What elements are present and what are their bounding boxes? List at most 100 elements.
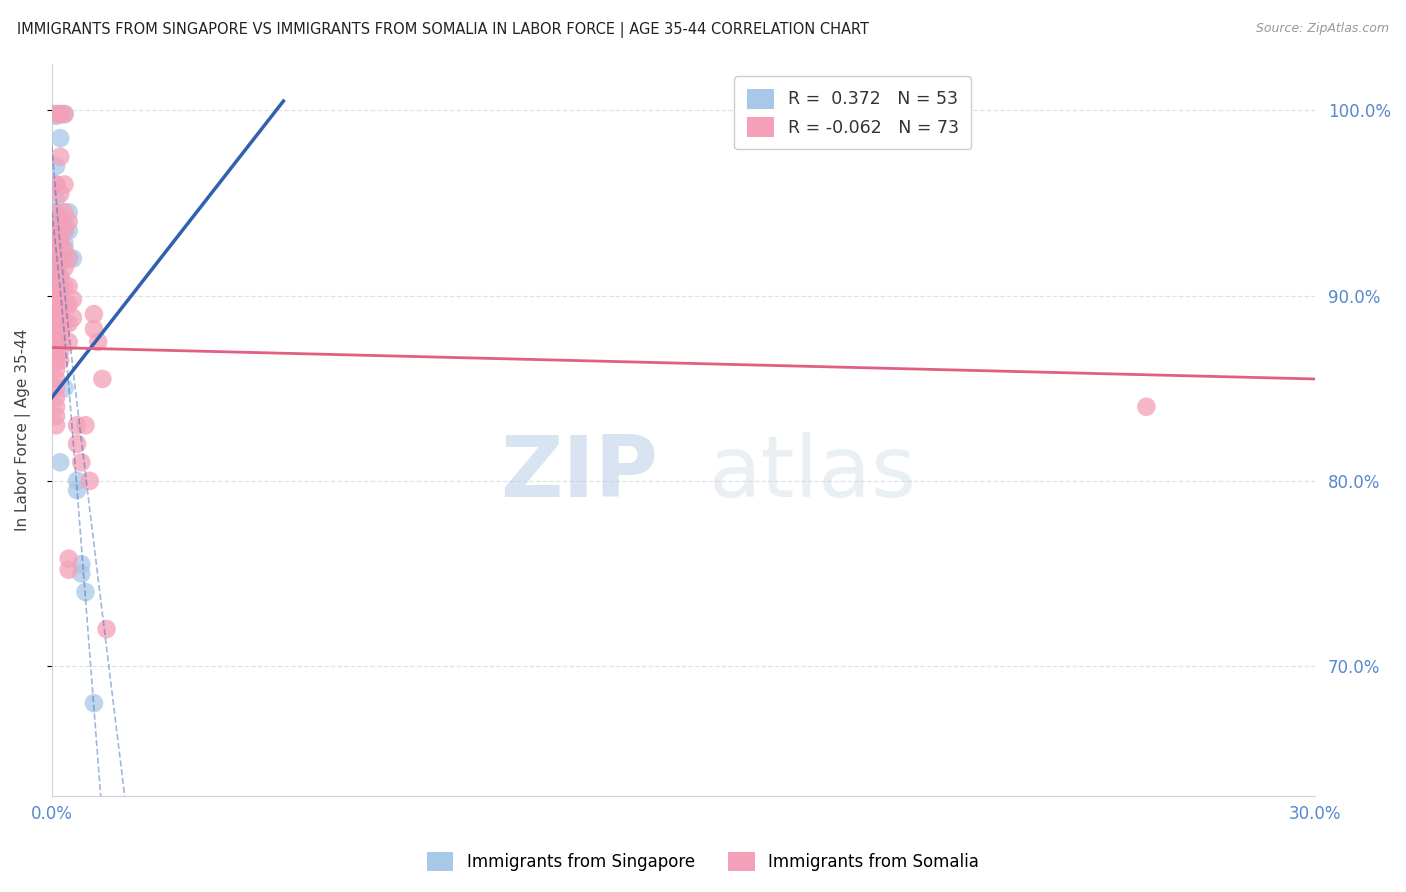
- Point: [45, 260, 67, 275]
- Point: [58, 279, 80, 293]
- Point: [45, 362, 67, 376]
- Point: [79, 474, 101, 488]
- Point: [49, 270, 72, 285]
- Point: [45, 242, 67, 256]
- Point: [53, 242, 76, 256]
- Point: [45, 109, 67, 123]
- Point: [91, 372, 114, 386]
- Point: [58, 214, 80, 228]
- Point: [45, 205, 67, 219]
- Point: [45, 409, 67, 423]
- Point: [49, 214, 72, 228]
- Point: [45, 279, 67, 293]
- Y-axis label: In Labor Force | Age 35-44: In Labor Force | Age 35-44: [15, 329, 31, 531]
- Point: [58, 551, 80, 566]
- Point: [45, 372, 67, 386]
- Point: [45, 214, 67, 228]
- Point: [58, 298, 80, 312]
- Point: [45, 312, 67, 326]
- Point: [45, 218, 67, 232]
- Point: [49, 107, 72, 121]
- Point: [45, 288, 67, 302]
- Point: [58, 205, 80, 219]
- Legend: Immigrants from Singapore, Immigrants from Somalia: Immigrants from Singapore, Immigrants fr…: [419, 843, 987, 880]
- Point: [53, 381, 76, 395]
- Point: [49, 298, 72, 312]
- Point: [49, 317, 72, 331]
- Point: [58, 563, 80, 577]
- Point: [53, 317, 76, 331]
- Point: [83, 322, 105, 336]
- Point: [49, 279, 72, 293]
- Point: [45, 298, 67, 312]
- Point: [49, 344, 72, 359]
- Point: [45, 279, 67, 293]
- Point: [75, 585, 97, 599]
- Point: [45, 178, 67, 192]
- Point: [75, 418, 97, 433]
- Point: [45, 236, 67, 251]
- Point: [45, 317, 67, 331]
- Point: [45, 326, 67, 340]
- Point: [45, 252, 67, 266]
- Point: [49, 455, 72, 469]
- Point: [49, 307, 72, 321]
- Point: [53, 205, 76, 219]
- Point: [49, 288, 72, 302]
- Point: [53, 224, 76, 238]
- Point: [45, 260, 67, 275]
- Point: [45, 255, 67, 269]
- Point: [49, 334, 72, 349]
- Point: [53, 224, 76, 238]
- Text: ZIP: ZIP: [501, 433, 658, 516]
- Point: [49, 107, 72, 121]
- Point: [45, 307, 67, 321]
- Point: [45, 307, 67, 321]
- Point: [83, 696, 105, 710]
- Point: [70, 455, 93, 469]
- Point: [45, 270, 67, 285]
- Point: [45, 252, 67, 266]
- Point: [49, 186, 72, 201]
- Point: [45, 107, 67, 121]
- Point: [49, 131, 72, 145]
- Point: [45, 344, 67, 359]
- Point: [49, 307, 72, 321]
- Point: [83, 307, 105, 321]
- Point: [53, 107, 76, 121]
- Point: [45, 159, 67, 173]
- Point: [45, 400, 67, 414]
- Point: [45, 224, 67, 238]
- Point: [53, 236, 76, 251]
- Point: [53, 298, 76, 312]
- Point: [45, 192, 67, 206]
- Point: [70, 566, 93, 581]
- Point: [66, 437, 89, 451]
- Point: [45, 270, 67, 285]
- Point: [45, 391, 67, 405]
- Point: [49, 150, 72, 164]
- Point: [45, 276, 67, 290]
- Point: [45, 233, 67, 247]
- Point: [62, 293, 84, 307]
- Point: [49, 298, 72, 312]
- Point: [66, 483, 89, 497]
- Point: [45, 242, 67, 256]
- Text: atlas: atlas: [709, 433, 917, 516]
- Point: [53, 260, 76, 275]
- Point: [53, 178, 76, 192]
- Point: [49, 353, 72, 368]
- Point: [45, 233, 67, 247]
- Point: [53, 214, 76, 228]
- Point: [58, 252, 80, 266]
- Point: [45, 334, 67, 349]
- Point: [49, 224, 72, 238]
- Point: [45, 381, 67, 395]
- Point: [49, 317, 72, 331]
- Point: [53, 107, 76, 121]
- Point: [49, 248, 72, 262]
- Point: [45, 205, 67, 219]
- Point: [1135, 400, 1157, 414]
- Point: [70, 558, 93, 572]
- Point: [66, 474, 89, 488]
